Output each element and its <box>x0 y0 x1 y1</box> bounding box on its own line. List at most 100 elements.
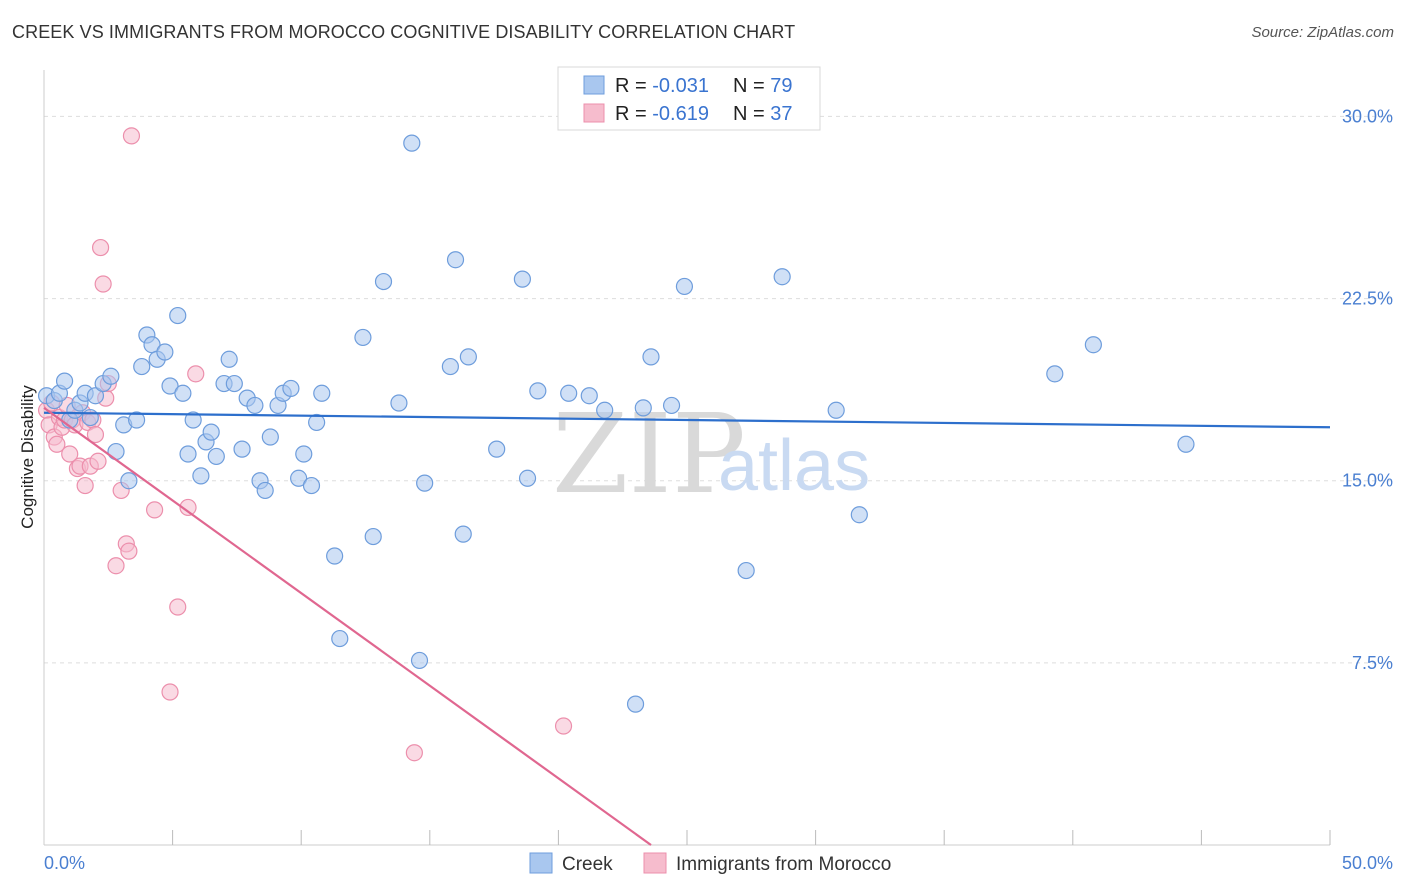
stats-row-creek: R = -0.031 <box>615 75 709 97</box>
creek-point <box>202 423 220 441</box>
creek-point <box>313 384 331 402</box>
morocco-point <box>122 127 141 145</box>
stats-morocco-r-label: R = <box>615 103 652 125</box>
morocco-point <box>554 717 573 735</box>
creek-point <box>290 469 308 487</box>
morocco-point <box>107 557 125 575</box>
legend-swatch-creek <box>529 852 553 874</box>
creek-point <box>120 472 138 490</box>
creek-point <box>390 394 408 412</box>
x-tick-label-min: 0.0% <box>44 853 85 873</box>
creek-point <box>161 377 179 395</box>
creek-point <box>827 401 845 419</box>
y-axis-tick-labels: 7.5% 15.0% 22.5% 30.0% <box>1342 106 1393 672</box>
creek-point <box>207 447 225 466</box>
creek-point <box>675 277 694 296</box>
creek-point <box>246 396 264 415</box>
creek-point <box>86 387 105 405</box>
creek-point <box>156 343 174 361</box>
creek-point <box>261 428 279 446</box>
creek-point <box>55 372 74 390</box>
creek-point <box>626 695 645 713</box>
trend-lines <box>43 406 1331 846</box>
x-axis-ticks <box>172 830 1331 845</box>
watermark-atlas: atlas <box>718 426 870 506</box>
stats-row-creek-n: N = 79 <box>733 75 793 97</box>
stats-swatch-morocco <box>583 103 605 123</box>
y-tick-label: 7.5% <box>1352 653 1393 673</box>
y-tick-label: 22.5% <box>1342 289 1393 309</box>
creek-point <box>192 467 210 485</box>
legend-swatch-morocco <box>643 852 667 874</box>
morocco-point <box>405 744 423 762</box>
creek-point <box>642 348 660 366</box>
creek-point <box>374 272 393 291</box>
creek-trend-line <box>43 411 1331 429</box>
watermark: ZIP atlas <box>552 390 870 518</box>
creek-point <box>1177 435 1195 453</box>
morocco-point <box>120 542 138 560</box>
creek-point <box>81 408 99 427</box>
y-tick-label: 30.0% <box>1342 106 1393 126</box>
legend-label-creek: Creek <box>562 854 613 875</box>
morocco-point <box>145 501 164 519</box>
legend-label-morocco: Immigrants from Morocco <box>676 854 891 875</box>
morocco-point <box>89 452 107 470</box>
morocco-point <box>76 476 94 495</box>
stats-creek-r-label: R = <box>615 75 652 97</box>
chart-title: CREEK VS IMMIGRANTS FROM MOROCCO COGNITI… <box>12 22 796 42</box>
creek-point <box>354 328 372 347</box>
x-tick-label-max: 50.0% <box>1342 853 1393 873</box>
creek-point <box>850 506 868 524</box>
creek-point <box>513 270 531 288</box>
morocco-point <box>161 683 179 701</box>
stats-morocco-n-label: N = <box>733 103 770 125</box>
morocco-point <box>86 425 105 444</box>
series-creek-points <box>37 134 1195 713</box>
y-tick-label: 15.0% <box>1342 471 1393 491</box>
morocco-point <box>48 435 66 453</box>
stats-row-morocco-n: N = 37 <box>733 103 793 125</box>
stats-morocco-r-value: -0.619 <box>652 103 709 125</box>
creek-point <box>225 374 243 393</box>
creek-point <box>107 442 125 461</box>
creek-point <box>634 399 652 417</box>
stats-creek-n-value: 79 <box>770 75 792 97</box>
y-axis-label: Cognitive Disability <box>18 385 37 529</box>
morocco-point <box>179 498 197 517</box>
morocco-point <box>91 238 110 257</box>
creek-point <box>580 387 598 405</box>
stats-morocco-n-value: 37 <box>770 103 792 125</box>
creek-point <box>174 384 192 402</box>
creek-point <box>308 413 326 432</box>
creek-point <box>331 629 349 648</box>
morocco-point <box>94 275 112 293</box>
creek-point <box>403 134 421 152</box>
morocco-point <box>187 365 205 383</box>
creek-point <box>169 306 187 325</box>
creek-point <box>282 379 300 398</box>
legend: Creek Immigrants from Morocco <box>529 852 891 875</box>
creek-point <box>773 268 791 286</box>
creek-point <box>256 481 274 500</box>
stats-box: R = -0.031 N = 79 R = -0.619 N = 37 <box>557 66 821 131</box>
creek-point <box>127 411 146 429</box>
creek-point <box>529 382 547 400</box>
creek-point <box>410 651 429 670</box>
creek-point <box>1084 336 1102 354</box>
creek-point <box>488 440 506 458</box>
morocco-point <box>169 598 187 616</box>
creek-point <box>220 350 238 368</box>
stats-row-morocco: R = -0.619 <box>615 103 709 125</box>
stats-swatch-creek <box>583 75 605 95</box>
stats-creek-n-label: N = <box>733 75 770 97</box>
morocco-trend-line <box>43 406 652 846</box>
creek-point <box>737 561 755 580</box>
creek-point <box>233 440 251 458</box>
creek-point <box>662 396 681 415</box>
creek-point <box>560 384 578 402</box>
creek-point <box>184 411 202 429</box>
source-label: Source: ZipAtlas.com <box>1251 24 1394 41</box>
creek-point <box>518 469 537 487</box>
creek-point <box>1046 365 1064 383</box>
